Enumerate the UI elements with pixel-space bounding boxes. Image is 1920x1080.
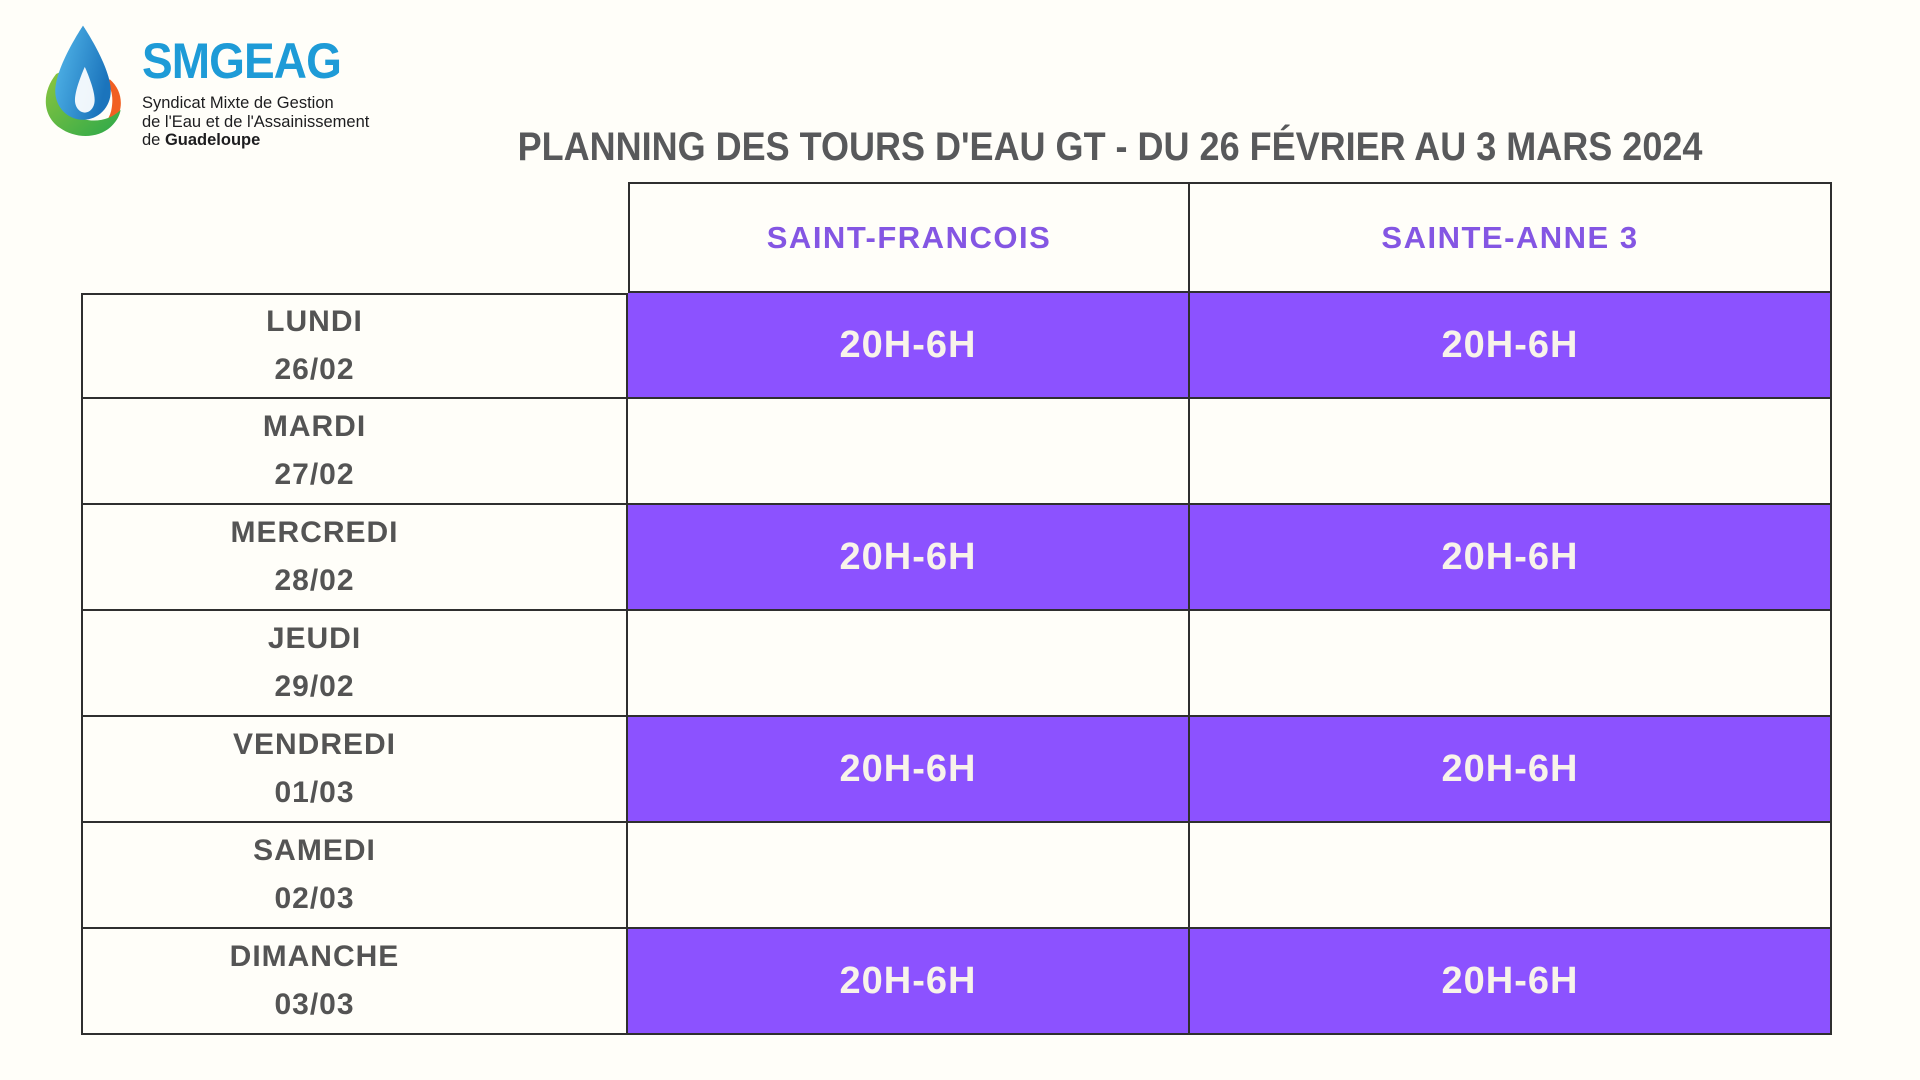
slot-cell-sainte-anne-3: [1190, 399, 1832, 505]
date-label: 03/03: [274, 988, 355, 1021]
brand-subtitle-line2: de l'Eau et de l'Assainissement: [142, 112, 370, 131]
day-label: JEUDI: [267, 622, 362, 655]
page-title: PLANNING DES TOURS D'EAU GT - DU 26 FÉVR…: [517, 124, 1703, 169]
brand-text-block: SMGEAG Syndicat Mixte de Gestion de l'Ea…: [142, 20, 369, 150]
slot-time-label: 20H-6H: [839, 747, 977, 790]
day-label: VENDREDI: [232, 728, 397, 761]
slot-cell-saint-francois: [628, 823, 1190, 929]
date-label: 28/02: [274, 564, 355, 597]
date-label: 02/03: [274, 882, 355, 915]
brand-header: SMGEAG Syndicat Mixte de Gestion de l'Ea…: [40, 20, 369, 150]
slot-cell-sainte-anne-3: 20H-6H: [1190, 929, 1832, 1035]
day-label: DIMANCHE: [229, 940, 400, 973]
day-cell: MARDI 27/02: [81, 399, 628, 505]
day-cell: LUNDI 26/02: [81, 293, 628, 399]
day-label: LUNDI: [266, 305, 363, 338]
day-cell: MERCREDI 28/02: [81, 505, 628, 611]
column-header-sainte-anne-3: SAINTE-ANNE 3: [1190, 182, 1832, 293]
slot-cell-sainte-anne-3: 20H-6H: [1190, 293, 1832, 399]
brand-subtitle-line1: Syndicat Mixte de Gestion: [142, 94, 334, 112]
day-cell: JEUDI 29/02: [81, 611, 628, 717]
date-label: 27/02: [274, 458, 355, 491]
slot-cell-saint-francois: [628, 399, 1190, 505]
slot-cell-saint-francois: 20H-6H: [628, 505, 1190, 611]
slot-time-label: 20H-6H: [839, 535, 977, 578]
slot-cell-saint-francois: [628, 611, 1190, 717]
slot-cell-sainte-anne-3: [1190, 611, 1832, 717]
water-schedule-table: SAINT-FRANCOIS SAINTE-ANNE 3 LUNDI 26/02…: [81, 182, 1832, 1035]
slot-time-label: 20H-6H: [1441, 535, 1579, 578]
brand-subtitle-line3: de Guadeloupe: [142, 131, 261, 149]
brand-subtitle: Syndicat Mixte de Gestion de l'Eau et de…: [142, 94, 369, 150]
slot-time-label: 20H-6H: [839, 959, 977, 1002]
slot-time-label: 20H-6H: [839, 323, 977, 366]
water-drop-leaf-icon: [45, 25, 121, 136]
brand-name: SMGEAG: [142, 33, 342, 89]
date-label: 01/03: [274, 776, 355, 809]
day-cell: DIMANCHE 03/03: [81, 929, 628, 1035]
day-label: MARDI: [262, 410, 367, 443]
date-label: 26/02: [274, 353, 355, 386]
slot-time-label: 20H-6H: [1441, 959, 1579, 1002]
date-label: 29/02: [274, 670, 355, 703]
slot-time-label: 20H-6H: [1441, 747, 1579, 790]
day-label: MERCREDI: [230, 516, 399, 549]
day-cell: SAMEDI 02/03: [81, 823, 628, 929]
slot-cell-sainte-anne-3: [1190, 823, 1832, 929]
slot-cell-saint-francois: 20H-6H: [628, 293, 1190, 399]
day-label: SAMEDI: [253, 834, 376, 867]
day-cell: VENDREDI 01/03: [81, 717, 628, 823]
slot-cell-sainte-anne-3: 20H-6H: [1190, 505, 1832, 611]
slot-cell-saint-francois: 20H-6H: [628, 929, 1190, 1035]
slot-time-label: 20H-6H: [1441, 323, 1579, 366]
column-header-saint-francois: SAINT-FRANCOIS: [628, 182, 1190, 293]
slot-cell-sainte-anne-3: 20H-6H: [1190, 717, 1832, 823]
slot-cell-saint-francois: 20H-6H: [628, 717, 1190, 823]
header-day-spacer: [81, 182, 628, 293]
